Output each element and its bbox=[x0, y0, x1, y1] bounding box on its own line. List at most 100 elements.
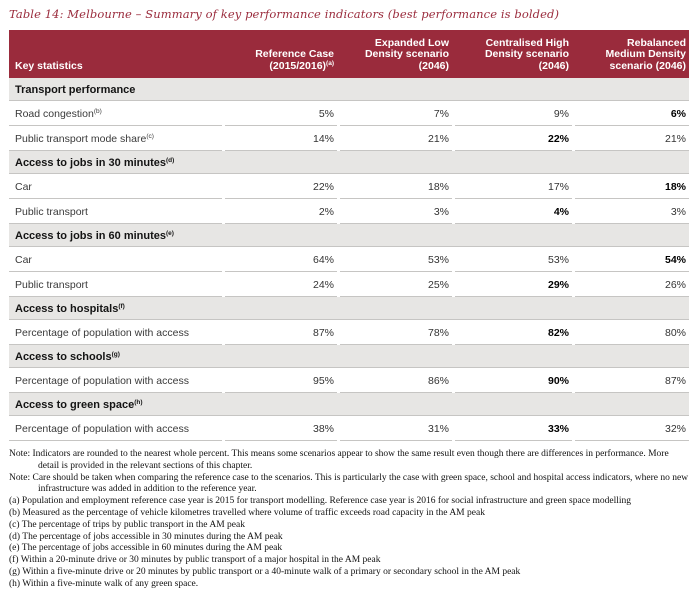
cell-value: 24% bbox=[225, 272, 337, 297]
table-row: Public transport 24% 25% 29% 26% bbox=[9, 272, 689, 297]
table-row: Car 64% 53% 53% 54% bbox=[9, 247, 689, 272]
cell-value: 29% bbox=[455, 272, 572, 297]
cell-value: 3% bbox=[340, 199, 452, 224]
cell-value: 7% bbox=[340, 101, 452, 126]
note-text: Indicators are rounded to the nearest wh… bbox=[32, 449, 669, 471]
section-row: Access to schools(g) bbox=[9, 345, 689, 368]
cell-value: 9% bbox=[455, 101, 572, 126]
table-row: Public transport 2% 3% 4% 3% bbox=[9, 199, 689, 224]
column-header-text: Rebalanced Medium Density scenario (2046… bbox=[605, 36, 686, 72]
footnote-marker: (d) bbox=[166, 157, 175, 164]
note-tag: Note: bbox=[9, 472, 31, 483]
kpi-table: Key statistics Reference Case (2015/2016… bbox=[9, 30, 689, 441]
table-row: Car 22% 18% 17% 18% bbox=[9, 174, 689, 199]
note-item: (d) The percentage of jobs accessible in… bbox=[9, 532, 689, 544]
section-label: Access to jobs in 60 minutes bbox=[15, 230, 166, 242]
section-label: Access to hospitals bbox=[15, 303, 119, 315]
footnote-marker: (g) bbox=[111, 351, 120, 358]
note-item: (b) Measured as the percentage of vehicl… bbox=[9, 508, 689, 520]
section-row: Access to jobs in 30 minutes(d) bbox=[9, 151, 689, 174]
section-row: Access to hospitals(f) bbox=[9, 297, 689, 320]
table-body: Transport performance Road congestion(b) 5… bbox=[9, 78, 689, 441]
section-row: Access to jobs in 60 minutes(e) bbox=[9, 224, 689, 247]
note-tag: (h) bbox=[9, 578, 21, 589]
row-label-text: Public transport mode share bbox=[15, 133, 147, 145]
cell-value: 64% bbox=[225, 247, 337, 272]
row-label: Percentage of population with access bbox=[9, 368, 222, 393]
column-header-key-statistics: Key statistics bbox=[9, 59, 222, 79]
note-item: (f) Within a 20-minute drive or 30 minut… bbox=[9, 555, 689, 567]
cell-value: 53% bbox=[455, 247, 572, 272]
cell-value: 17% bbox=[455, 174, 572, 199]
section-label: Access to green space bbox=[15, 399, 135, 411]
footnote-marker: (f) bbox=[118, 303, 125, 310]
cell-value: 53% bbox=[340, 247, 452, 272]
cell-value: 5% bbox=[225, 101, 337, 126]
row-label-text: Percentage of population with access bbox=[15, 375, 189, 387]
cell-value: 3% bbox=[575, 199, 689, 224]
note-item: Note: Indicators are rounded to the near… bbox=[9, 449, 689, 473]
cell-value: 38% bbox=[225, 416, 337, 441]
column-header-reference-case: Reference Case (2015/2016)(a) bbox=[225, 48, 337, 78]
note-tag: (e) bbox=[9, 543, 20, 554]
cell-value: 78% bbox=[340, 320, 452, 345]
cell-value: 33% bbox=[455, 416, 572, 441]
cell-value: 6% bbox=[575, 101, 689, 126]
row-label: Public transport mode share(c) bbox=[9, 126, 222, 151]
row-label-text: Percentage of population with access bbox=[15, 423, 189, 435]
section-label: Access to jobs in 30 minutes bbox=[15, 157, 166, 169]
note-text: Care should be taken when comparing the … bbox=[32, 472, 689, 495]
row-label: Car bbox=[9, 247, 222, 272]
note-text: The percentage of jobs accessible in 30 … bbox=[22, 531, 283, 542]
footnote-marker: (b) bbox=[93, 108, 102, 115]
cell-value: 87% bbox=[225, 320, 337, 345]
cell-value: 21% bbox=[575, 126, 689, 151]
cell-value: 82% bbox=[455, 320, 572, 345]
row-label-text: Public transport bbox=[15, 206, 88, 218]
cell-value: 2% bbox=[225, 199, 337, 224]
row-label: Percentage of population with access bbox=[9, 320, 222, 345]
table-row: Public transport mode share(c) 14% 21% 22% 2… bbox=[9, 126, 689, 151]
table-row: Percentage of population with access 95% 8… bbox=[9, 368, 689, 393]
cell-value: 54% bbox=[575, 247, 689, 272]
cell-value: 22% bbox=[455, 126, 572, 151]
row-label: Public transport bbox=[9, 199, 222, 224]
note-text: Within a 20-minute drive or 30 minutes b… bbox=[20, 555, 381, 566]
note-item: (g) Within a five-minute drive or 20 min… bbox=[9, 567, 689, 579]
note-text: Within a five-minute drive or 20 minutes… bbox=[22, 566, 521, 577]
row-label-text: Public transport bbox=[15, 279, 88, 291]
cell-value: 87% bbox=[575, 368, 689, 393]
cell-value: 18% bbox=[575, 174, 689, 199]
footnote-marker: (a) bbox=[326, 59, 334, 67]
row-label: Percentage of population with access bbox=[9, 416, 222, 441]
note-tag: (d) bbox=[9, 531, 21, 542]
table-row: Percentage of population with access 87% 7… bbox=[9, 320, 689, 345]
column-header-expanded-low-density: Expanded Low Density scenario (2046) bbox=[340, 37, 452, 79]
note-text: The percentage of trips by public transp… bbox=[21, 519, 245, 530]
note-tag: (g) bbox=[9, 566, 21, 577]
row-label-text: Road congestion bbox=[15, 108, 94, 120]
cell-value: 90% bbox=[455, 368, 572, 393]
cell-value: 18% bbox=[340, 174, 452, 199]
cell-value: 86% bbox=[340, 368, 452, 393]
cell-value: 31% bbox=[340, 416, 452, 441]
note-item: (h) Within a five-minute walk of any gre… bbox=[9, 579, 689, 591]
footnote-marker: (c) bbox=[146, 133, 154, 140]
cell-value: 22% bbox=[225, 174, 337, 199]
note-tag: (a) bbox=[9, 496, 20, 507]
note-tag: (c) bbox=[9, 519, 20, 530]
cell-value: 80% bbox=[575, 320, 689, 345]
column-header-text: Centralised High Density scenario (2046) bbox=[484, 36, 569, 72]
cell-value: 21% bbox=[340, 126, 452, 151]
cell-value: 14% bbox=[225, 126, 337, 151]
row-label: Public transport bbox=[9, 272, 222, 297]
table-title: Table 14: Melbourne – Summary of key per… bbox=[9, 7, 560, 21]
table-row: Road congestion(b) 5% 7% 9% 6% bbox=[9, 101, 689, 126]
footnote-marker: (e) bbox=[166, 230, 174, 237]
column-header-text: Key statistics bbox=[15, 59, 83, 72]
table-header-row: Key statistics Reference Case (2015/2016… bbox=[9, 30, 689, 78]
note-tag: (f) bbox=[9, 555, 19, 566]
section-row: Transport performance bbox=[9, 78, 689, 101]
column-header-text: Reference Case (2015/2016) bbox=[255, 48, 334, 72]
note-tag: Note: bbox=[9, 449, 31, 459]
